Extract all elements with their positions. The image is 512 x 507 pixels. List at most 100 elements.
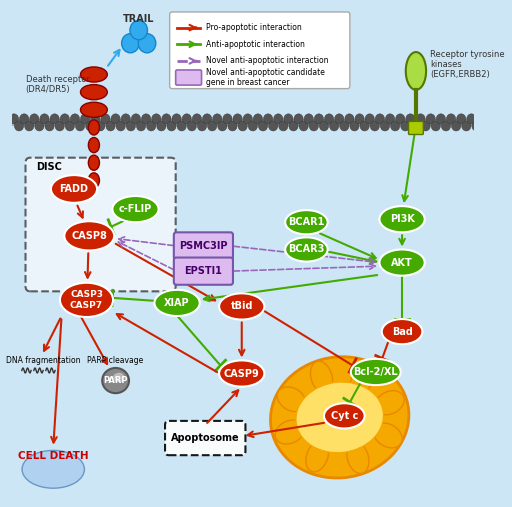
Text: FADD: FADD xyxy=(59,184,89,194)
Circle shape xyxy=(299,121,308,131)
Circle shape xyxy=(91,114,100,124)
Circle shape xyxy=(55,121,65,131)
FancyBboxPatch shape xyxy=(169,12,350,89)
Ellipse shape xyxy=(112,372,125,383)
Text: CASP3
CASP7: CASP3 CASP7 xyxy=(70,290,103,310)
Circle shape xyxy=(96,121,105,131)
Circle shape xyxy=(207,121,217,131)
Circle shape xyxy=(325,114,334,124)
Circle shape xyxy=(238,121,247,131)
Circle shape xyxy=(446,114,456,124)
Circle shape xyxy=(182,114,191,124)
Ellipse shape xyxy=(374,423,402,448)
Circle shape xyxy=(162,114,171,124)
Text: CASP8: CASP8 xyxy=(71,231,107,241)
FancyBboxPatch shape xyxy=(174,258,233,285)
Circle shape xyxy=(19,114,29,124)
Circle shape xyxy=(116,121,125,131)
Circle shape xyxy=(441,121,451,131)
Ellipse shape xyxy=(382,319,422,344)
Circle shape xyxy=(14,121,24,131)
Circle shape xyxy=(167,121,176,131)
Ellipse shape xyxy=(270,357,409,478)
Circle shape xyxy=(198,121,207,131)
Text: Anti-apoptotic interaction: Anti-apoptotic interaction xyxy=(206,40,305,49)
FancyBboxPatch shape xyxy=(409,121,423,134)
Circle shape xyxy=(426,114,435,124)
Ellipse shape xyxy=(219,360,264,387)
Ellipse shape xyxy=(406,52,426,90)
Circle shape xyxy=(355,114,364,124)
Circle shape xyxy=(121,114,131,124)
Circle shape xyxy=(80,114,90,124)
Ellipse shape xyxy=(285,210,328,234)
Ellipse shape xyxy=(275,420,304,444)
Circle shape xyxy=(365,114,374,124)
Text: AKT: AKT xyxy=(391,258,413,268)
Circle shape xyxy=(75,121,84,131)
Ellipse shape xyxy=(306,441,329,472)
Circle shape xyxy=(386,114,395,124)
Ellipse shape xyxy=(379,206,425,232)
Ellipse shape xyxy=(89,120,99,135)
Circle shape xyxy=(157,121,166,131)
Circle shape xyxy=(152,114,161,124)
Text: Receptor tyrosine
kinases
(EGFR,ERBB2): Receptor tyrosine kinases (EGFR,ERBB2) xyxy=(430,50,504,79)
Circle shape xyxy=(345,114,354,124)
Text: tBid: tBid xyxy=(230,302,253,311)
Circle shape xyxy=(436,114,445,124)
Circle shape xyxy=(452,121,461,131)
Circle shape xyxy=(284,114,293,124)
Circle shape xyxy=(294,114,303,124)
Circle shape xyxy=(111,114,120,124)
Text: EPSTI1: EPSTI1 xyxy=(184,266,222,276)
Circle shape xyxy=(472,121,481,131)
Circle shape xyxy=(273,114,283,124)
Circle shape xyxy=(136,121,145,131)
Circle shape xyxy=(289,121,298,131)
Ellipse shape xyxy=(89,137,99,153)
Circle shape xyxy=(406,114,415,124)
Text: Apoptosome: Apoptosome xyxy=(171,433,240,443)
Text: BCAR3: BCAR3 xyxy=(288,244,325,255)
Circle shape xyxy=(416,114,425,124)
Circle shape xyxy=(330,121,339,131)
Ellipse shape xyxy=(296,382,383,453)
Text: Cyt c: Cyt c xyxy=(331,411,358,421)
Circle shape xyxy=(212,114,222,124)
Circle shape xyxy=(259,121,268,131)
Circle shape xyxy=(60,114,70,124)
Circle shape xyxy=(106,121,115,131)
Circle shape xyxy=(187,121,197,131)
Ellipse shape xyxy=(112,196,159,222)
Circle shape xyxy=(228,121,237,131)
Circle shape xyxy=(370,121,379,131)
Ellipse shape xyxy=(22,450,84,488)
Circle shape xyxy=(462,121,471,131)
Circle shape xyxy=(146,121,156,131)
Ellipse shape xyxy=(375,391,404,415)
Circle shape xyxy=(268,121,278,131)
Ellipse shape xyxy=(51,175,97,203)
Text: PARP cleavage: PARP cleavage xyxy=(88,356,144,365)
Circle shape xyxy=(86,121,95,131)
Circle shape xyxy=(360,121,369,131)
Circle shape xyxy=(396,114,405,124)
Circle shape xyxy=(411,121,420,131)
Circle shape xyxy=(35,121,44,131)
Circle shape xyxy=(335,114,344,124)
Circle shape xyxy=(401,121,410,131)
Ellipse shape xyxy=(80,85,108,100)
Text: Novel anti-apoptotic interaction: Novel anti-apoptotic interaction xyxy=(206,56,328,65)
Circle shape xyxy=(248,121,258,131)
Ellipse shape xyxy=(351,359,401,385)
Circle shape xyxy=(25,121,34,131)
Circle shape xyxy=(319,121,329,131)
Circle shape xyxy=(172,114,181,124)
Ellipse shape xyxy=(219,294,264,319)
Circle shape xyxy=(218,121,227,131)
Circle shape xyxy=(350,121,359,131)
Text: BCAR1: BCAR1 xyxy=(288,217,325,227)
Text: Bcl-2/XL: Bcl-2/XL xyxy=(353,367,398,377)
Text: CELL DEATH: CELL DEATH xyxy=(18,451,89,461)
